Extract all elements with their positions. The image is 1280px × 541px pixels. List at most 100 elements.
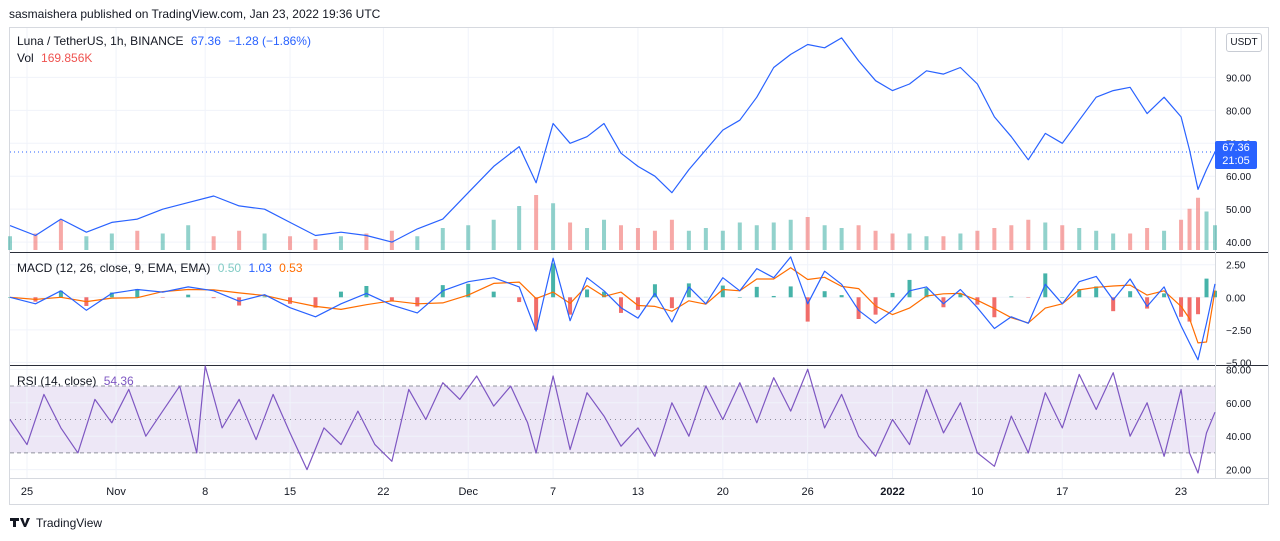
macd-histogram-bar — [338, 291, 343, 298]
macd-histogram-bar — [618, 297, 623, 313]
macd-histogram-bar — [686, 283, 691, 298]
footer: TradingView — [10, 516, 102, 530]
volume-bar — [534, 195, 539, 250]
macd-histogram-bar — [907, 279, 912, 298]
volume-bar — [1196, 197, 1201, 250]
volume-bar — [669, 219, 674, 250]
macd-histogram-bar — [1094, 286, 1099, 298]
rsi-line — [9, 365, 1216, 474]
volume-bar — [703, 228, 708, 250]
volume-bar — [737, 222, 742, 250]
macd-histogram-bar — [1077, 289, 1082, 298]
last-price: 67.36 — [190, 34, 221, 48]
macd-histogram-bar — [186, 294, 191, 298]
volume-bar — [8, 236, 12, 250]
volume-bar — [890, 233, 895, 250]
volume-bar — [839, 228, 844, 250]
macd-histogram-bar — [58, 290, 63, 298]
rsi-tick-label: 60.00 — [1226, 399, 1251, 410]
volume-bar — [551, 203, 556, 250]
volume-bar — [720, 230, 725, 250]
macd-histogram-bar — [1060, 297, 1065, 298]
volume-bar — [754, 225, 759, 250]
rsi-label[interactable]: RSI (14, close) — [17, 374, 97, 388]
volume-bar — [975, 230, 980, 250]
volume-bar — [58, 219, 63, 250]
volume-bar — [186, 225, 191, 250]
symbol-label[interactable]: Luna / TetherUS, 1h, BINANCE — [17, 34, 184, 48]
price-tick-label: 80.00 — [1226, 106, 1251, 117]
macd-value: 1.03 — [248, 261, 272, 275]
x-tick-label: 23 — [1175, 486, 1187, 498]
volume-bar — [585, 228, 590, 250]
price-tick-label: 90.00 — [1226, 73, 1251, 84]
macd-legend: MACD (12, 26, close, 9, EMA, EMA) 0.50 1… — [17, 261, 307, 275]
volume-bar — [237, 230, 242, 250]
x-tick-label: 15 — [284, 486, 296, 498]
chart-frame — [9, 27, 1269, 505]
macd-histogram-bar — [602, 291, 607, 298]
volume-bar — [1094, 230, 1099, 250]
volume-bar — [33, 233, 38, 250]
macd-histogram-bar — [856, 297, 861, 319]
currency-button[interactable]: USDT — [1226, 33, 1262, 52]
macd-histogram-bar — [924, 288, 929, 298]
volume-bar — [160, 233, 165, 250]
vol-legend: Vol 169.856K — [17, 51, 96, 65]
price-tag-countdown: 21:05 — [1222, 155, 1250, 167]
macd-histogram-bar — [1204, 278, 1209, 298]
macd-histogram-bar — [491, 291, 496, 298]
price-tag-value: 67.36 — [1222, 142, 1250, 154]
macd-histogram-bar — [313, 297, 318, 308]
macd-histogram-bar — [788, 286, 793, 298]
publish-line: sasmaishera published on TradingView.com… — [9, 7, 381, 21]
tradingview-brand[interactable]: TradingView — [36, 516, 103, 530]
x-tick-label: Dec — [458, 486, 478, 498]
macd-histogram-bar — [551, 263, 556, 298]
volume-bar — [135, 230, 140, 250]
rsi-legend: RSI (14, close) 54.36 — [17, 374, 138, 388]
macd-histogram-bar — [941, 297, 946, 308]
volume-bar — [1187, 208, 1192, 250]
macd-histogram-bar — [958, 293, 963, 298]
volume-bar — [440, 228, 445, 250]
macd-histogram-bar — [364, 285, 369, 298]
macd-label[interactable]: MACD (12, 26, close, 9, EMA, EMA) — [17, 261, 211, 275]
volume-bar — [364, 233, 369, 250]
price-tick-label: 50.00 — [1226, 205, 1251, 216]
macd-histogram-bar — [466, 283, 471, 298]
volume-bar — [1111, 233, 1116, 250]
macd-histogram-bar — [109, 292, 114, 298]
volume-bar — [788, 219, 793, 250]
macd-histogram-bar — [568, 297, 573, 315]
x-tick-label: 17 — [1056, 486, 1068, 498]
macd-histogram-bar — [669, 297, 674, 309]
volume-bar — [602, 219, 607, 250]
macd-histogram-bar — [585, 289, 590, 298]
x-tick-label: 13 — [632, 486, 644, 498]
macd-histogram-bar — [262, 296, 267, 298]
macd-line — [9, 256, 1216, 361]
vol-label[interactable]: Vol — [17, 51, 34, 65]
volume-bar — [992, 228, 997, 250]
volume-bar — [941, 236, 946, 250]
price-change: −1.28 (−1.86%) — [228, 34, 311, 48]
tradingview-logo-icon[interactable] — [10, 517, 32, 530]
volume-bar — [907, 233, 912, 250]
x-tick-label: 20 — [717, 486, 729, 498]
volume-bar — [1145, 228, 1150, 250]
macd-histogram-bar — [652, 284, 657, 298]
macd-histogram-bar — [1187, 297, 1192, 322]
macd-tick-label: −2.50 — [1226, 326, 1252, 337]
volume-bar — [805, 217, 810, 250]
x-tick-label: Nov — [106, 486, 126, 498]
volume-bar — [652, 230, 657, 250]
macd-histogram-bar — [1145, 297, 1150, 309]
rsi-tick-label: 20.00 — [1226, 466, 1251, 477]
macd-tick-label: 2.50 — [1226, 261, 1246, 272]
price-tick-label: 40.00 — [1226, 238, 1251, 249]
volume-bar — [1026, 219, 1031, 250]
macd-histogram-bar — [517, 297, 522, 303]
macd-signal-line — [9, 267, 1216, 344]
